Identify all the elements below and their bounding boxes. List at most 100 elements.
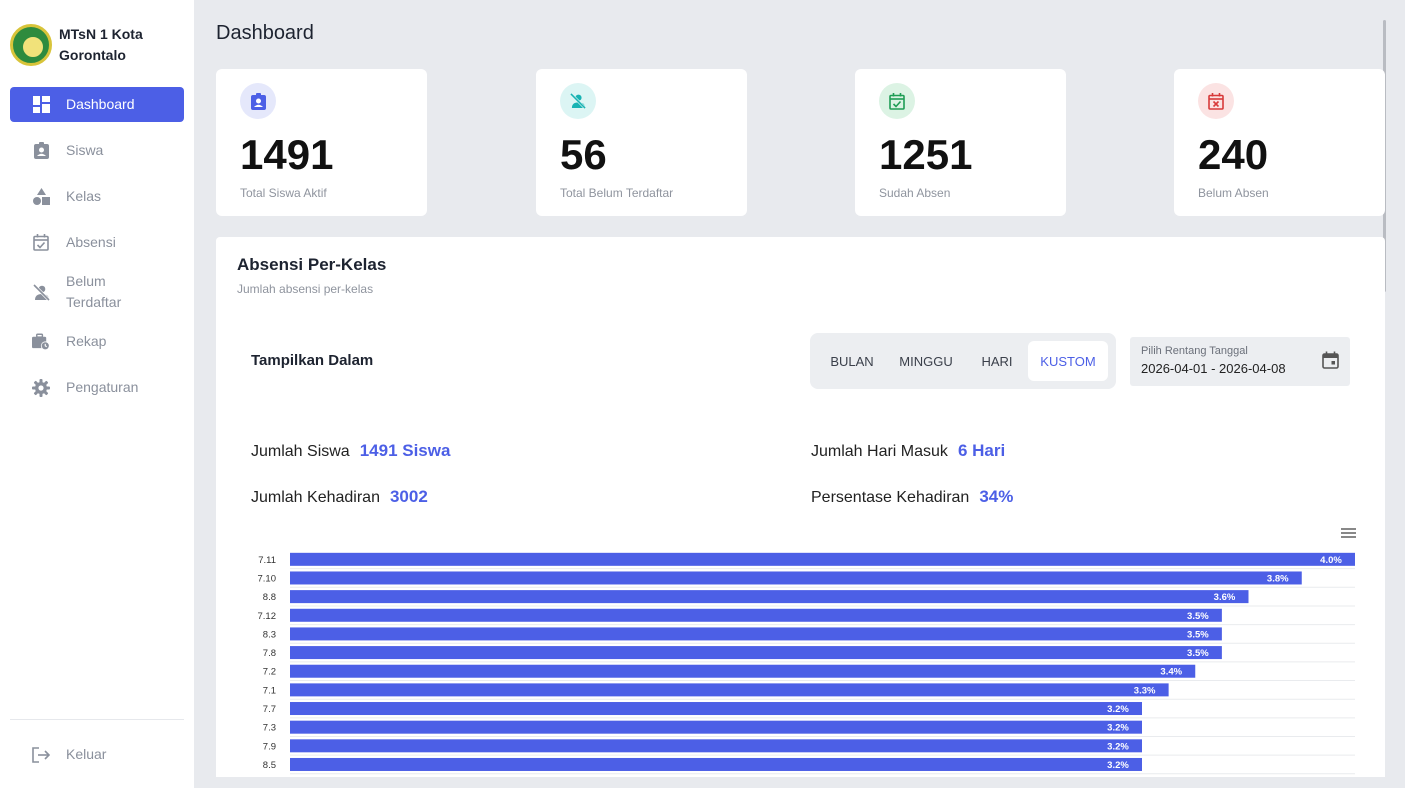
chart-bar[interactable]	[290, 683, 1169, 697]
sidebar: MTsN 1 Kota Gorontalo Dashboard Siswa Ke…	[0, 0, 194, 788]
stat-kehadiran: Jumlah Kehadiran 3002	[251, 487, 428, 507]
stat-label: Total Siswa Aktif	[240, 186, 327, 200]
chart-category-label: 8.8	[263, 592, 276, 603]
period-kustom-button[interactable]: KUSTOM	[1028, 341, 1108, 381]
chart-data-label: 3.2%	[1107, 741, 1129, 752]
brand-name: MTsN 1 Kota Gorontalo	[59, 26, 143, 63]
calendar-check-icon	[32, 234, 50, 252]
student-badge-icon	[240, 83, 276, 119]
sidebar-item-rekap[interactable]: Rekap	[10, 324, 184, 359]
stat-label: Persentase Kehadiran	[811, 489, 970, 506]
chart-category-label: 7.9	[263, 741, 276, 752]
chart-menu-icon[interactable]	[1341, 528, 1356, 540]
stat-value: 6 Hari	[957, 441, 1006, 460]
stat-card-belum-terdaftar: 56 Total Belum Terdaftar	[536, 69, 747, 216]
chart-bar[interactable]	[290, 720, 1142, 734]
chart-category-label: 7.11	[258, 555, 276, 566]
chart-category-label: 7.12	[258, 611, 277, 622]
sidebar-item-label: Kelas	[66, 188, 102, 204]
gear-icon	[32, 378, 50, 397]
chart-bar[interactable]	[290, 571, 1302, 585]
stat-card-total-siswa: 1491 Total Siswa Aktif	[216, 69, 427, 216]
chart-data-label: 3.5%	[1187, 629, 1209, 640]
chart-data-label: 3.5%	[1187, 611, 1209, 622]
date-range-caption: Pilih Rentang Tanggal	[1141, 345, 1248, 357]
shapes-icon	[32, 188, 50, 206]
logout-label: Keluar	[66, 746, 107, 762]
stat-persentase: Persentase Kehadiran 34%	[811, 487, 1013, 507]
chart-bar[interactable]	[290, 757, 1142, 771]
chart-category-label: 7.10	[258, 573, 277, 584]
chart-bar[interactable]	[290, 627, 1222, 641]
sidebar-item-label: Siswa	[66, 142, 104, 158]
stat-value: 1491	[240, 131, 334, 178]
absensi-per-kelas-panel: Absensi Per-Kelas Jumlah absensi per-kel…	[216, 237, 1385, 777]
chart-data-label: 4.0%	[1320, 555, 1342, 566]
absensi-bar-chart: 7.11 4.0% 7.10 3.8% 8.8 3.6% 7.12 3.5% 8.3 3.5% 7.…	[258, 552, 1355, 775]
chart-bar[interactable]	[290, 608, 1222, 622]
chart-bar[interactable]	[290, 664, 1196, 678]
student-badge-icon	[32, 142, 50, 160]
period-hari-button[interactable]: HARI	[981, 353, 1013, 369]
calendar-check-icon	[879, 83, 915, 119]
chart-data-label: 3.5%	[1187, 648, 1209, 659]
chart-data-label: 3.6%	[1214, 592, 1236, 603]
sidebar-item-pengaturan[interactable]: Pengaturan	[10, 370, 184, 405]
sidebar-item-absensi[interactable]: Absensi	[10, 225, 184, 260]
show-in-label: Tampilkan Dalam	[251, 352, 374, 369]
date-range-value: 2026-04-01 - 2026-04-08	[1141, 361, 1286, 376]
stat-jumlah-siswa: Jumlah Siswa 1491 Siswa	[251, 441, 450, 461]
chart-category-label: 7.1	[263, 685, 276, 696]
chart-data-label: 3.2%	[1107, 723, 1129, 734]
person-off-icon	[560, 83, 596, 119]
sidebar-item-label: Pengaturan	[66, 379, 139, 395]
chart-category-label: 7.8	[263, 648, 276, 659]
calendar-icon[interactable]	[1322, 351, 1339, 374]
sidebar-item-label: Dashboard	[66, 96, 135, 112]
chart-category-label: 8.5	[263, 760, 276, 771]
school-logo	[10, 24, 52, 66]
stat-value: 3002	[389, 487, 428, 506]
logout-icon	[32, 746, 50, 764]
chart-bar[interactable]	[290, 646, 1222, 660]
dashboard-icon	[32, 96, 50, 114]
period-toggle: BULAN MINGGU HARI KUSTOM	[810, 333, 1116, 389]
sidebar-item-belum-terdaftar[interactable]: Belum Terdaftar	[10, 271, 184, 313]
sidebar-item-label: Belum Terdaftar	[66, 273, 122, 310]
stat-value: 1491 Siswa	[359, 441, 451, 460]
panel-subtitle: Jumlah absensi per-kelas	[237, 282, 374, 296]
page-title: Dashboard	[216, 22, 314, 44]
chart-data-label: 3.3%	[1134, 685, 1156, 696]
period-bulan-button[interactable]: BULAN	[830, 353, 874, 369]
stat-card-sudah-absen: 1251 Sudah Absen	[855, 69, 1066, 216]
logout-button[interactable]: Keluar	[10, 737, 184, 772]
chart-bar[interactable]	[290, 552, 1355, 566]
sidebar-item-siswa[interactable]: Siswa	[10, 133, 184, 168]
sidebar-item-kelas[interactable]: Kelas	[10, 179, 184, 214]
chart-bar[interactable]	[290, 702, 1142, 716]
chart-data-label: 3.2%	[1107, 704, 1129, 715]
sidebar-item-label: Absensi	[66, 234, 116, 250]
stat-label: Sudah Absen	[879, 186, 951, 200]
chart-data-label: 3.8%	[1267, 573, 1289, 584]
chart-category-label: 8.3	[263, 629, 276, 640]
period-minggu-button[interactable]: MINGGU	[899, 353, 953, 369]
stat-hari-masuk: Jumlah Hari Masuk 6 Hari	[811, 441, 1005, 461]
chart-bar[interactable]	[290, 739, 1142, 753]
briefcase-clock-icon	[32, 333, 50, 351]
sidebar-item-dashboard[interactable]: Dashboard	[10, 87, 184, 122]
stat-label: Jumlah Kehadiran	[251, 489, 380, 506]
chart-category-label: 7.3	[263, 723, 276, 734]
stat-label: Jumlah Siswa	[251, 443, 350, 460]
person-off-icon	[32, 283, 50, 301]
stat-label: Total Belum Terdaftar	[560, 186, 674, 200]
date-range-picker[interactable]: Pilih Rentang Tanggal 2026-04-01 - 2026-…	[1130, 337, 1350, 386]
stat-value: 34%	[979, 487, 1014, 506]
chart-bar[interactable]	[290, 590, 1249, 604]
logout-container: Keluar	[10, 737, 184, 783]
brand: MTsN 1 Kota Gorontalo	[10, 24, 159, 66]
sidebar-nav: Dashboard Siswa Kelas Absensi Belum Terd…	[10, 87, 184, 416]
stat-value: 240	[1198, 131, 1269, 178]
stat-value: 56	[560, 131, 607, 178]
calendar-x-icon	[1198, 83, 1234, 119]
